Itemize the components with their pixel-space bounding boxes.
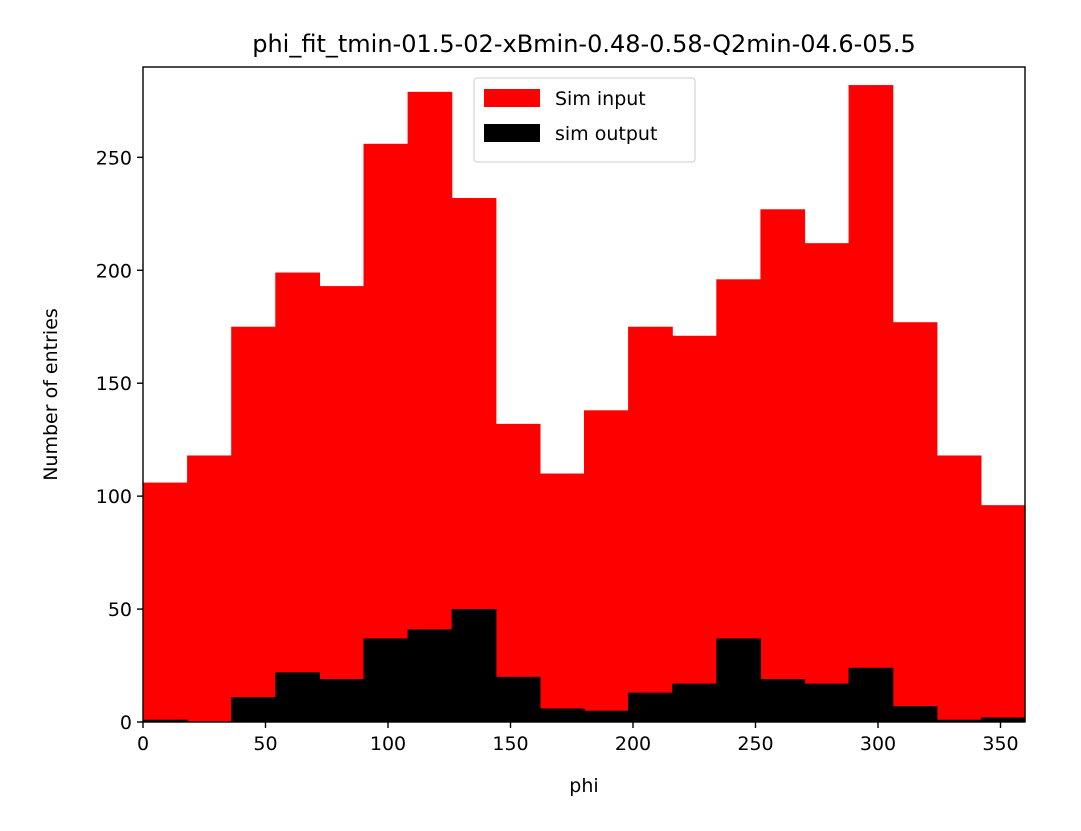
y-tick-label: 200 [96, 260, 132, 282]
legend-label-sim-input: Sim input [555, 88, 646, 110]
sim-input-series [143, 85, 1026, 723]
bar-sim-input-11 [628, 326, 673, 722]
bar-sim-output-16 [848, 667, 894, 722]
bar-sim-input-0 [143, 482, 188, 722]
bar-sim-input-2 [231, 326, 276, 722]
bar-sim-output-14 [760, 679, 806, 722]
y-tick-label: 150 [96, 373, 132, 395]
bar-sim-input-17 [892, 322, 938, 722]
bar-sim-output-19 [980, 717, 1026, 722]
bar-sim-input-19 [980, 505, 1026, 722]
bar-sim-output-7 [451, 609, 497, 722]
chart-title: phi_fit_tmin-01.5-02-xBmin-0.48-0.58-Q2m… [252, 30, 916, 58]
bar-sim-input-3 [275, 272, 320, 722]
bar-sim-output-13 [716, 638, 761, 722]
x-tick-label: 200 [615, 733, 651, 755]
bar-sim-output-4 [319, 679, 365, 722]
legend: Sim input sim output [473, 77, 696, 163]
x-tick-label: 150 [492, 733, 528, 755]
y-tick-label: 250 [96, 147, 132, 169]
bar-sim-output-18 [936, 719, 982, 722]
bar-sim-input-16 [848, 85, 894, 722]
bar-sim-input-1 [187, 455, 232, 722]
legend-label-sim-output: sim output [555, 123, 657, 145]
x-axis-label: phi [569, 775, 598, 797]
bar-sim-input-12 [672, 335, 717, 722]
x-tick-label: 0 [137, 733, 149, 755]
bar-sim-input-9 [539, 473, 585, 722]
bar-sim-output-0 [143, 719, 188, 722]
x-tick-label: 300 [860, 733, 896, 755]
bar-sim-output-10 [584, 710, 629, 722]
bar-sim-output-12 [672, 683, 717, 722]
bar-sim-output-2 [231, 697, 276, 722]
bar-sim-output-15 [804, 683, 850, 722]
bar-sim-output-5 [363, 638, 409, 722]
x-axis: 0 50 100 150 200 250 300 350 [137, 722, 1019, 755]
y-axis: 0 50 100 150 200 250 [96, 147, 143, 734]
bar-sim-output-6 [407, 629, 453, 722]
x-tick-label: 250 [737, 733, 773, 755]
bar-sim-input-10 [584, 410, 629, 722]
x-tick-label: 50 [253, 733, 277, 755]
legend-swatch-sim-output [484, 124, 540, 142]
bar-sim-input-6 [407, 91, 453, 722]
bar-sim-input-5 [363, 143, 409, 723]
bar-sim-output-11 [628, 692, 673, 722]
bar-sim-input-18 [936, 455, 982, 722]
x-tick-label: 100 [370, 733, 406, 755]
bar-sim-input-8 [495, 423, 541, 722]
sim-output-series [143, 609, 1026, 722]
legend-swatch-sim-input [484, 89, 540, 107]
bar-sim-output-8 [495, 676, 541, 722]
y-tick-label: 100 [96, 486, 132, 508]
bar-sim-output-17 [892, 706, 938, 722]
bar-sim-input-15 [804, 243, 850, 722]
bar-sim-input-14 [760, 209, 806, 723]
bar-sim-input-4 [319, 286, 365, 722]
y-tick-label: 0 [120, 712, 132, 734]
bar-sim-output-9 [539, 708, 585, 722]
x-tick-label: 350 [982, 733, 1018, 755]
y-tick-label: 50 [108, 599, 132, 621]
y-axis-label: Number of entries [40, 308, 62, 481]
plot-frame [142, 66, 1026, 723]
bar-sim-output-3 [275, 672, 320, 722]
